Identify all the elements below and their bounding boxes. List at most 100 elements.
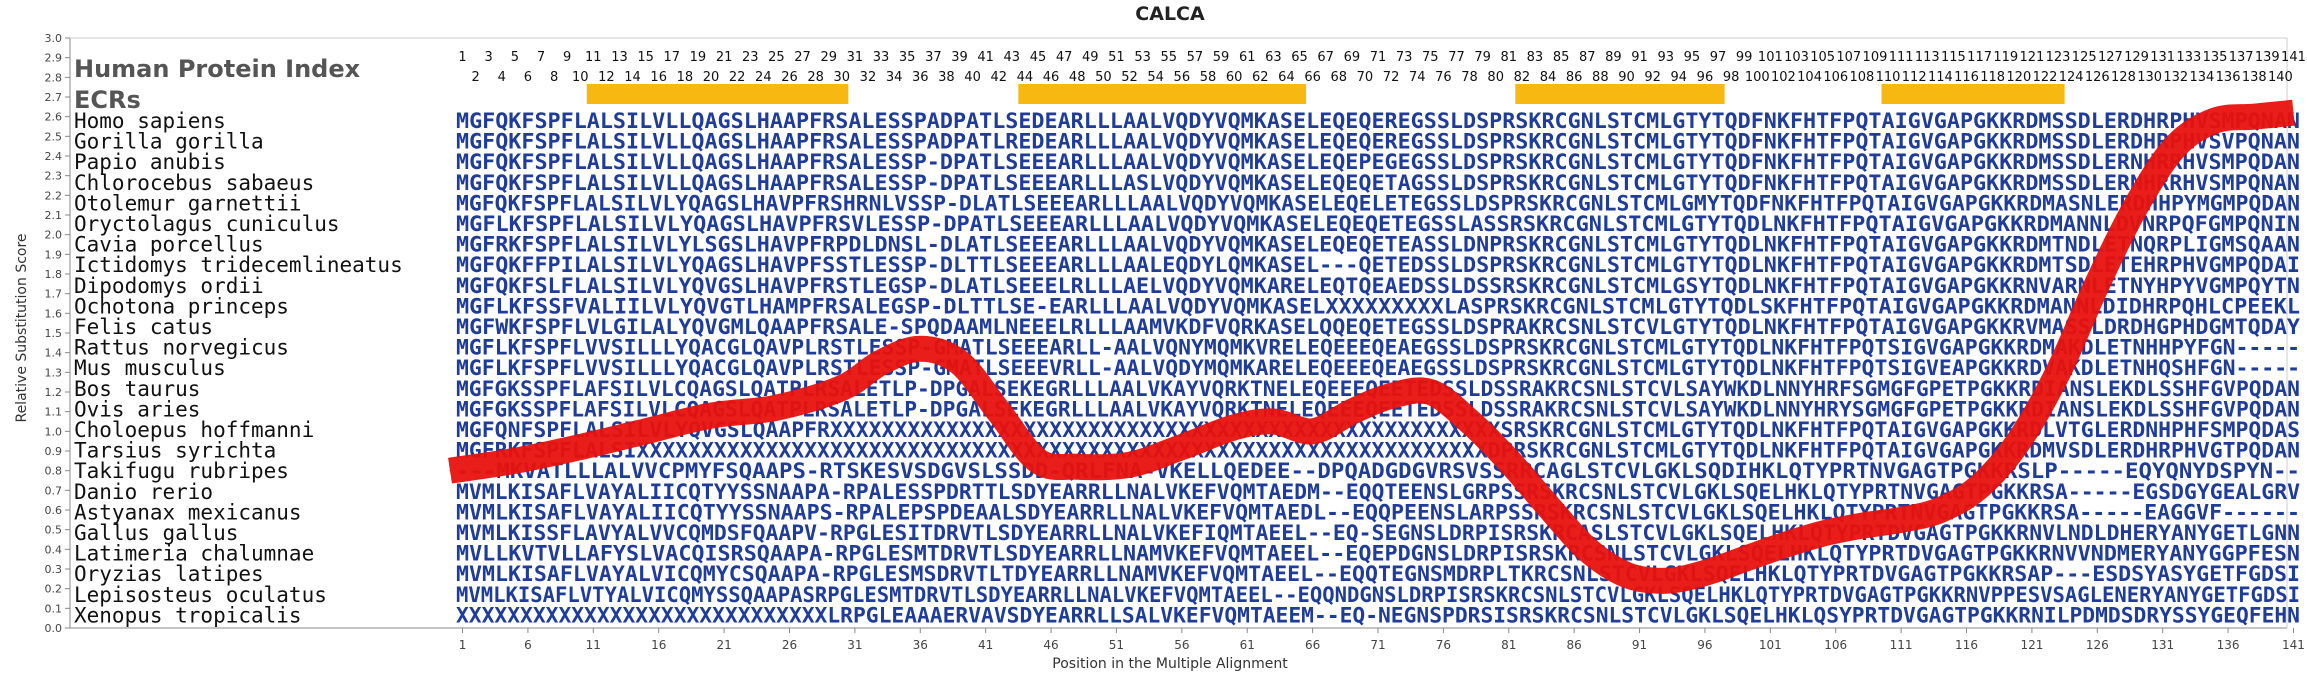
y-tick-label: 2.4 — [45, 150, 63, 163]
score-point — [1586, 548, 1588, 550]
y-tick-label: 0.2 — [45, 583, 63, 596]
x-tick-label: 106 — [1824, 638, 1847, 652]
y-tick-label: 2.9 — [45, 52, 63, 65]
index-even-label: 36 — [912, 70, 929, 85]
y-tick-label: 0.0 — [45, 622, 63, 635]
index-even-label: 136 — [2216, 70, 2241, 85]
index-odd-label: 55 — [1160, 50, 1177, 65]
index-even-label: 2 — [471, 70, 479, 85]
index-even-label: 140 — [2268, 70, 2293, 85]
y-tick-label: 0.3 — [45, 563, 63, 576]
index-even-label: 92 — [1644, 70, 1661, 85]
score-point — [1312, 430, 1314, 432]
score-point — [1508, 460, 1510, 462]
x-tick-label: 91 — [1632, 638, 1647, 652]
score-point — [919, 348, 921, 350]
index-even-label: 60 — [1226, 70, 1243, 85]
index-odd-label: 13 — [611, 50, 628, 65]
index-even-label: 58 — [1200, 70, 1217, 85]
score-point — [1861, 525, 1863, 527]
ecr-bar — [1018, 84, 1307, 104]
index-odd-label: 69 — [1344, 50, 1361, 65]
sequence-row: Oryctolagus cuniculus MGFLKFSPFLALSILVLYQ… — [74, 212, 2300, 236]
sequence-text: MGFQKFSPFLALSILVLLQAGSLHAAPFRSALESSP-DPA… — [456, 171, 2300, 195]
index-even-label: 50 — [1095, 70, 1112, 85]
species-name: Chlorocebus sabaeus — [74, 171, 314, 195]
score-point — [579, 446, 581, 448]
x-tick-label: 81 — [1501, 638, 1516, 652]
y-tick-label: 0.1 — [45, 602, 63, 615]
sequence-text: MGFWKFSPFLVLGILALYQVGMLQAAPFRSALE-SPQDAA… — [456, 315, 2300, 339]
x-tick-label: 36 — [913, 638, 928, 652]
index-even-label: 94 — [1671, 70, 1688, 85]
score-point — [2214, 120, 2216, 122]
index-odd-label: 89 — [1605, 50, 1622, 65]
index-odd-label: 37 — [925, 50, 942, 65]
sequence-text: MVMLKISAFLVAYALVICQMYCSQAAPA-RPGLESMSDRV… — [456, 562, 2300, 586]
species-name: Danio rerio — [74, 480, 213, 504]
species-name: Takifugu rubripes — [74, 459, 289, 483]
index-odd-label: 47 — [1056, 50, 1073, 65]
sequence-text: MGFQKFSPFLALSILVLYQAGSLHAVPFRSHRNLVSSP-D… — [456, 191, 2300, 215]
index-even-label: 138 — [2242, 70, 2267, 85]
score-point — [1782, 544, 1784, 546]
x-tick-label: 96 — [1697, 638, 1712, 652]
index-odd-label: 141 — [2281, 50, 2306, 65]
species-name: Ictidomys tridecemlineatus — [74, 253, 403, 277]
species-name: Mus musculus — [74, 356, 226, 380]
index-odd-label: 123 — [2046, 50, 2071, 65]
index-even-label: 70 — [1357, 70, 1374, 85]
index-odd-label: 133 — [2176, 50, 2201, 65]
index-odd-label: 67 — [1317, 50, 1334, 65]
score-point — [1429, 391, 1431, 393]
score-point — [449, 470, 451, 472]
index-even-label: 130 — [2137, 70, 2162, 85]
index-even-label: 4 — [498, 70, 506, 85]
index-even-label: 26 — [781, 70, 798, 85]
sequence-row: Astyanax mexicanus MVMLKISAFLVAYALIICQTYY… — [74, 500, 2300, 524]
x-tick-label: 26 — [782, 638, 797, 652]
sequence-row: Mus musculus MGFLKFSPFLVVSILLLYQACGLQAVPL… — [74, 356, 2300, 380]
index-odd-label: 105 — [1810, 50, 1835, 65]
score-point — [1979, 485, 1981, 487]
sequence-row: Homo sapiens MGFQKFSPFLALSILVLLQAGSLHAAPF… — [74, 109, 2300, 133]
y-tick-label: 0.6 — [45, 504, 63, 517]
index-even-label: 110 — [1876, 70, 1901, 85]
species-name: Felis catus — [74, 315, 213, 339]
index-even-label: 100 — [1745, 70, 1770, 85]
score-point — [1704, 572, 1706, 574]
index-odd-label: 39 — [951, 50, 968, 65]
sequence-text: MVMLKISSFLAVYALVVCQMDSFQAAPV-RPGLESITDRV… — [456, 521, 2300, 545]
index-odd-label: 79 — [1474, 50, 1491, 65]
sequence-text: MGFQKFSLFLALSILVLYQVGSLHAVPFRSTLEGSP-DLA… — [456, 274, 2300, 298]
index-even-label: 72 — [1383, 70, 1400, 85]
y-tick-label: 2.3 — [45, 170, 63, 183]
x-tick-label: 1 — [459, 638, 467, 652]
index-odd-label: 127 — [2098, 50, 2123, 65]
index-odd-label: 31 — [847, 50, 864, 65]
sequence-row: Gallus gallus MVMLKISSFLAVYALVVCQMDSFQAAP… — [74, 521, 2300, 545]
index-odd-label: 85 — [1553, 50, 1570, 65]
y-tick-label: 0.7 — [45, 484, 63, 497]
y-tick-label: 2.1 — [45, 209, 63, 222]
score-point — [710, 415, 712, 417]
score-point — [1272, 421, 1274, 422]
index-even-label: 10 — [572, 70, 589, 85]
index-odd-label: 135 — [2203, 50, 2228, 65]
x-tick-label: 56 — [1174, 638, 1189, 652]
index-even-label: 66 — [1304, 70, 1321, 85]
ecr-label: ECRs — [74, 86, 141, 114]
score-point — [841, 387, 843, 389]
x-tick-label: 111 — [1890, 638, 1913, 652]
index-odd-label: 129 — [2124, 50, 2149, 65]
species-name: Latimeria chalumnae — [74, 542, 314, 566]
sequence-row: Papio anubis MGFQKFSPFLALSILVLLQAGSLHAAPF… — [74, 150, 2300, 174]
index-odd-label: 117 — [1967, 50, 1992, 65]
y-tick-label: 0.4 — [45, 543, 63, 556]
index-odd-label: 25 — [768, 50, 785, 65]
species-name: Otolemur garnettii — [74, 191, 302, 215]
index-even-label: 112 — [1902, 70, 1927, 85]
y-tick-label: 1.5 — [45, 327, 63, 340]
index-odd-label: 17 — [664, 50, 681, 65]
